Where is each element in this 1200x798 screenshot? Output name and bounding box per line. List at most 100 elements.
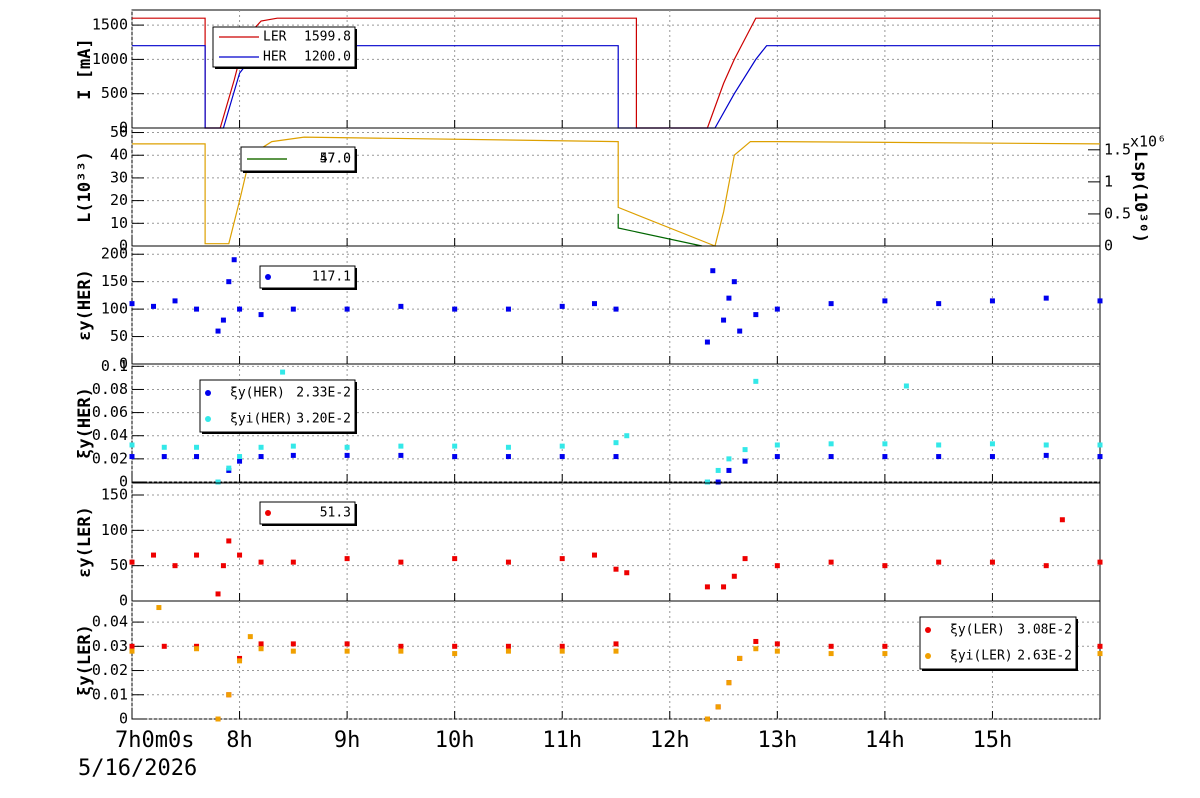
legend-value: 57.0 — [320, 152, 351, 167]
x-tick-label: 8h — [226, 728, 253, 753]
point — [613, 641, 619, 647]
point — [215, 591, 221, 597]
point — [452, 443, 458, 449]
point — [591, 552, 597, 558]
y-tick-label: 0.08 — [92, 380, 128, 398]
x-tick-label: 14h — [865, 728, 905, 753]
point — [220, 563, 226, 569]
point — [710, 268, 716, 274]
y2-tick-label: 0.5 — [1104, 204, 1131, 222]
legend-label: HER — [263, 50, 287, 65]
point — [1043, 563, 1049, 569]
point — [559, 648, 565, 654]
y-tick-label: 1500 — [92, 16, 128, 34]
point — [624, 433, 630, 439]
point — [726, 680, 732, 686]
point — [215, 479, 221, 485]
point — [774, 454, 780, 460]
x-tick-label: 15h — [973, 728, 1013, 753]
point — [1059, 517, 1065, 523]
point — [715, 467, 721, 473]
y-tick-label: 0.1 — [101, 357, 128, 375]
point — [398, 303, 404, 309]
y-tick-label: 0 — [119, 237, 128, 255]
point — [936, 559, 942, 565]
point — [398, 452, 404, 458]
point — [559, 556, 565, 562]
legend-swatch — [205, 416, 211, 422]
point — [559, 303, 565, 309]
y-tick-label: 50 — [110, 556, 128, 574]
point — [753, 646, 759, 652]
point — [753, 378, 759, 384]
y-tick-label: 50 — [110, 327, 128, 345]
point — [715, 479, 721, 485]
legend-value: 3.08E-2 — [1017, 623, 1072, 638]
x-tick-label: 10h — [435, 728, 475, 753]
panel-frame — [131, 127, 1101, 247]
y-axis-label: I [mA] — [75, 38, 95, 99]
y2-multiplier: x10⁶ — [1130, 133, 1166, 151]
point — [398, 643, 404, 649]
series-line — [617, 213, 703, 247]
y-tick-label: 50 — [110, 123, 128, 141]
panel-frame — [131, 363, 1101, 483]
point — [1097, 298, 1103, 304]
point — [344, 641, 350, 647]
point — [161, 643, 167, 649]
point — [505, 643, 511, 649]
legend-label: ξy(LER) — [950, 623, 1005, 638]
y-axis-label: ξy(LER) — [75, 624, 95, 696]
point — [882, 651, 888, 657]
point — [247, 634, 253, 640]
x-tick-label: 11h — [542, 728, 582, 753]
point — [624, 570, 630, 576]
legend-label: ξyi(HER) — [230, 412, 293, 427]
y-tick-label: 100 — [101, 521, 128, 539]
legend-label: ξyi(LER) — [950, 649, 1013, 664]
point — [936, 301, 942, 307]
point — [226, 692, 232, 698]
point — [1043, 295, 1049, 301]
point — [129, 648, 135, 654]
point — [226, 279, 232, 285]
legend-swatch — [925, 653, 931, 659]
point — [226, 465, 232, 471]
date-label: 5/16/2026 — [78, 756, 197, 781]
point — [452, 556, 458, 562]
point — [726, 467, 732, 473]
point — [290, 641, 296, 647]
y-tick-label: 0.02 — [92, 661, 128, 679]
point — [237, 458, 243, 464]
point — [742, 556, 748, 562]
point — [726, 456, 732, 462]
point — [226, 538, 232, 544]
point — [237, 454, 243, 460]
y2-tick-label: 0 — [1104, 237, 1113, 255]
panel-frame — [131, 600, 1101, 720]
y-tick-label: 20 — [110, 191, 128, 209]
point — [1097, 643, 1103, 649]
point — [344, 648, 350, 654]
point — [828, 441, 834, 447]
point — [1043, 442, 1049, 448]
point — [704, 584, 710, 590]
point — [290, 306, 296, 312]
point — [215, 328, 221, 334]
point — [258, 646, 264, 652]
y-tick-label: 0.02 — [92, 449, 128, 467]
point — [452, 643, 458, 649]
y-tick-label: 0 — [119, 473, 128, 491]
y-tick-label: 0.06 — [92, 403, 128, 421]
point — [344, 444, 350, 450]
point — [721, 584, 727, 590]
y-tick-label: 0 — [119, 119, 128, 137]
legend-value: 1599.8 — [304, 30, 351, 45]
series-line — [132, 136, 1101, 247]
point — [231, 257, 237, 263]
point — [989, 559, 995, 565]
point — [704, 339, 710, 345]
point — [828, 651, 834, 657]
x-tick-label: 13h — [757, 728, 797, 753]
point — [505, 559, 511, 565]
